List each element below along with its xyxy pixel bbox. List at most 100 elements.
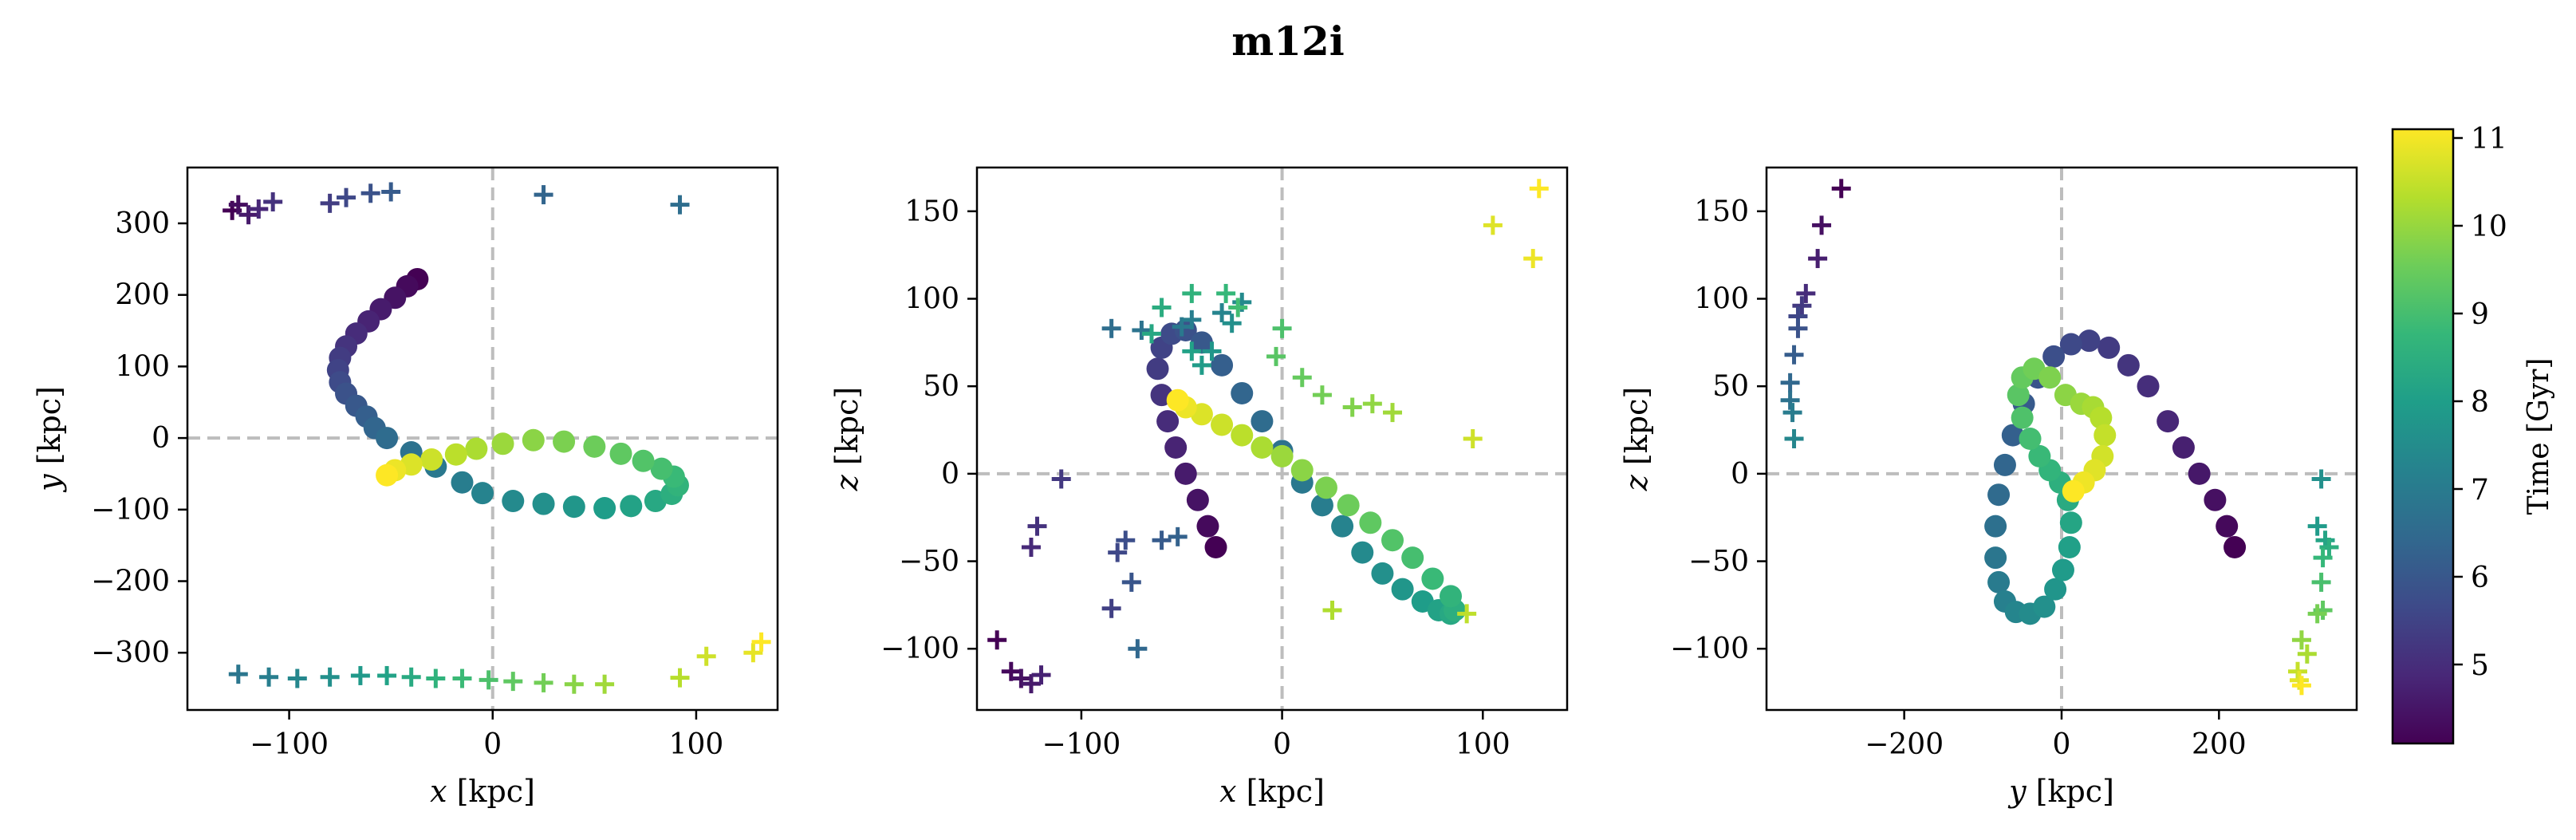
circle-point [2058,536,2081,558]
plus-point [503,672,523,692]
plus-point [1128,639,1148,659]
plus-point [534,185,553,205]
plus-point [401,667,421,687]
y-tick-label: 100 [904,283,959,316]
x-tick-label: 100 [1455,728,1511,761]
circle-point [1156,410,1180,433]
circle-point [650,457,673,480]
plus-point [1222,314,1242,333]
plus-point [2307,516,2327,536]
x-tick-label: 0 [483,728,502,761]
y-tick-label: −100 [880,633,959,665]
circle-point [2216,515,2239,538]
colorbar-tick-label: 9 [2471,298,2489,331]
x-axis-label: x [kpc] [430,774,535,809]
plus-point [1788,318,1808,338]
plus-point [1383,403,1403,423]
circle-point [1984,546,2007,570]
plus-point [696,646,716,666]
circle-point [2097,336,2121,359]
y-tick-label: 50 [923,370,959,403]
plus-point [1172,317,1191,337]
panel-2: −100 0 100 −100 −50 0 50 100 150 x [kpc] z [kpc] [829,166,1569,809]
plus-point [564,674,584,694]
y-axis-label: z [kpc] [829,387,865,491]
circle-point [1987,483,2011,507]
colorbar-tick-label: 6 [2471,562,2489,594]
circle-point [1351,541,1374,564]
circle-point [444,443,467,466]
circle-point [2028,444,2051,467]
circle-point [2007,384,2030,407]
plus-point [263,192,283,212]
circle-point [1371,562,1394,585]
circle-point [2204,488,2227,511]
plus-point [1796,283,1816,303]
y-tick-label: 150 [1694,195,1749,228]
x-tick-label: 0 [1273,728,1291,761]
circle-point [1314,476,1337,499]
plus-point [1027,516,1047,536]
plus-point [238,205,258,225]
circle-point [553,430,576,453]
circle-point [1290,459,1314,482]
plus-point [1463,429,1483,448]
circle-point [2001,424,2024,447]
plus-point [1457,604,1477,624]
colorbar-tick-label: 11 [2471,123,2507,156]
plus-point [1116,530,1136,550]
plus-point [337,187,356,207]
circle-point [1196,515,1219,538]
panel-3: −200 0 200 −100 −50 0 50 100 150 y [kpc] z [kpc] [1619,166,2358,809]
colorbar-tick-label: 7 [2471,474,2489,507]
plus-point [1021,538,1041,557]
plus-point [381,182,401,202]
y-tick-label: −200 [91,566,170,598]
circle-point [522,428,545,452]
circle-point [2059,333,2082,356]
plus-point [426,668,446,688]
circle-point [376,463,399,487]
colorbar-gradient [2393,129,2453,743]
plus-point [1001,661,1021,681]
circle-point [471,482,494,505]
circle-point [620,495,643,518]
plus-point [1780,390,1800,410]
circle-point [1231,424,1254,447]
circle-point [1174,462,1197,485]
circle-point [532,492,555,515]
plus-point [1362,394,1382,414]
panel-1: −100 0 100 −300 −200 −100 0 100 200 300 x [kpc] y [… [32,166,779,809]
y-tick-label: 50 [1712,370,1749,403]
circle-point [2062,479,2085,503]
plus-point [228,665,248,684]
plus-point [1121,572,1141,592]
y-axis-label: z [kpc] [1619,387,1654,491]
plus-point [1101,598,1121,618]
figure-title: m12i [1231,18,1345,65]
plus-point [1021,674,1041,694]
circle-point [1993,453,2016,476]
plus-point [1784,345,1804,365]
y-tick-label: −50 [1688,546,1749,578]
circle-point [1164,436,1188,459]
plus-point [1031,665,1051,685]
plus-point [1831,179,1851,199]
circle-point [2093,424,2117,447]
plus-point [1216,283,1236,303]
plus-point [287,668,307,688]
x-tick-label: −100 [1042,728,1121,761]
plus-point [1808,249,1828,269]
data-points [987,179,1549,694]
y-tick-label: −100 [1670,633,1749,665]
x-axis-label: x [kpc] [1219,774,1325,809]
plus-point [1342,397,1362,417]
y-tick-label: 300 [115,207,170,240]
y-tick-label: 150 [904,195,959,228]
circle-point [1211,353,1234,377]
circle-point [1310,494,1333,517]
colorbar: 5 6 7 8 9 10 11 Time [Gyr] [2391,123,2555,745]
plus-point [1212,303,1232,323]
circle-point [1359,511,1382,534]
